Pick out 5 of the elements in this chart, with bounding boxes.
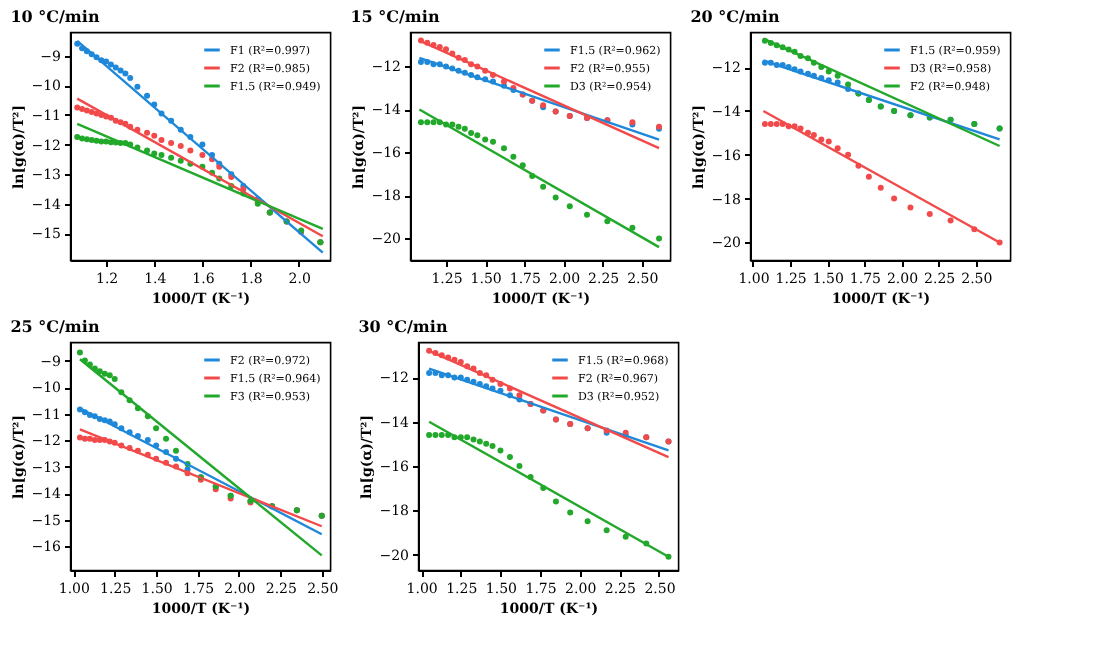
chart-title: 30 °C/min: [358, 316, 448, 336]
chart-title: 20 °C/min: [690, 6, 780, 26]
chart-title: 15 °C/min: [350, 6, 440, 26]
chart-title: 25 °C/min: [10, 316, 100, 336]
chart-title: 10 °C/min: [10, 6, 100, 26]
